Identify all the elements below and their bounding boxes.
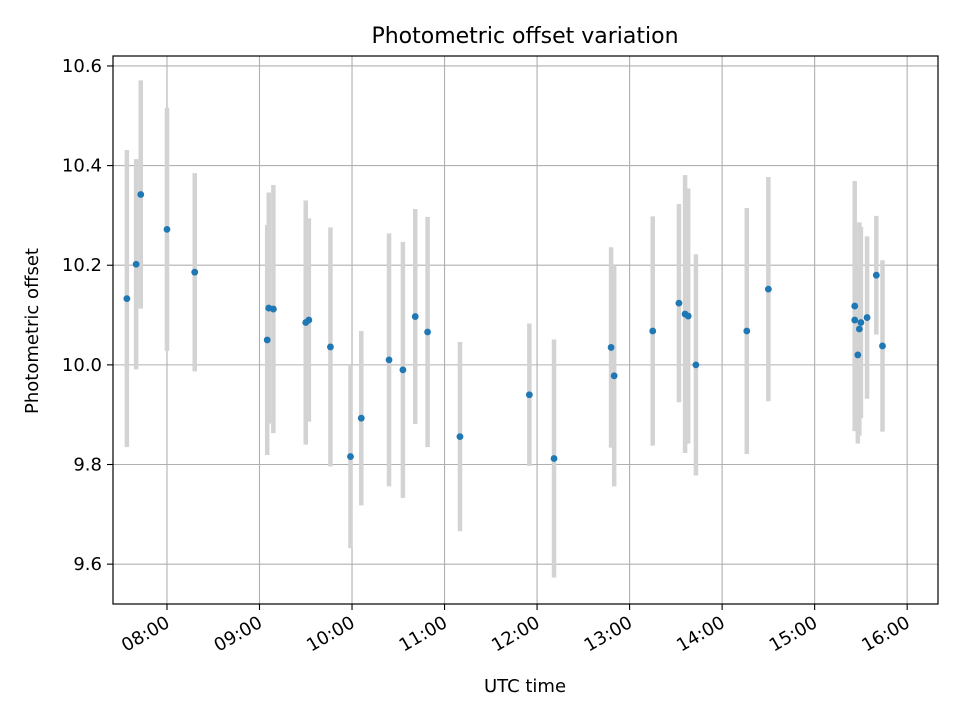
data-point xyxy=(764,285,772,293)
data-point xyxy=(525,391,533,399)
data-point xyxy=(137,191,145,198)
y-axis-ticks: 9.6 9.8 10.0 10.2 10.4 10.6 xyxy=(62,56,113,575)
data-point xyxy=(607,344,615,351)
y-tick-label: 10.6 xyxy=(62,56,102,77)
data-point xyxy=(675,299,683,307)
data-point xyxy=(411,313,419,320)
data-point xyxy=(456,433,464,441)
data-point xyxy=(851,316,859,324)
data-point xyxy=(879,342,886,350)
y-tick-label: 9.6 xyxy=(73,554,102,575)
grid-layer xyxy=(113,56,938,604)
data-point xyxy=(872,271,880,279)
data-point xyxy=(743,327,751,335)
data-point xyxy=(327,343,334,351)
data-point xyxy=(191,268,199,276)
y-tick-label: 10.0 xyxy=(62,355,102,376)
data-point xyxy=(305,316,313,324)
data-point xyxy=(863,314,871,321)
plot-frame xyxy=(112,55,939,605)
y-tick-label: 9.8 xyxy=(73,455,102,476)
data-point xyxy=(851,302,859,310)
data-point xyxy=(269,305,277,313)
data-point xyxy=(610,372,618,380)
data-point xyxy=(649,327,657,335)
y-tick-label: 10.2 xyxy=(62,255,102,276)
data-point xyxy=(263,336,271,344)
data-point xyxy=(123,295,131,303)
chart-title: Photometric offset variation xyxy=(371,24,678,49)
data-point xyxy=(857,319,865,326)
data-point xyxy=(163,225,171,233)
data-point xyxy=(385,356,393,364)
data-point xyxy=(854,351,862,359)
data-point xyxy=(684,312,692,320)
data-point xyxy=(424,328,431,336)
data-point xyxy=(399,366,407,374)
y-tick-label: 10.4 xyxy=(62,156,102,177)
data-point xyxy=(357,414,365,422)
x-axis-label: UTC time xyxy=(484,676,566,697)
data-point xyxy=(132,260,140,268)
data-point xyxy=(550,455,558,462)
y-axis-label: Photometric offset xyxy=(22,248,43,414)
data-point xyxy=(347,453,354,460)
data-point xyxy=(692,361,700,369)
data-point xyxy=(855,325,863,333)
point-layer xyxy=(123,191,886,462)
